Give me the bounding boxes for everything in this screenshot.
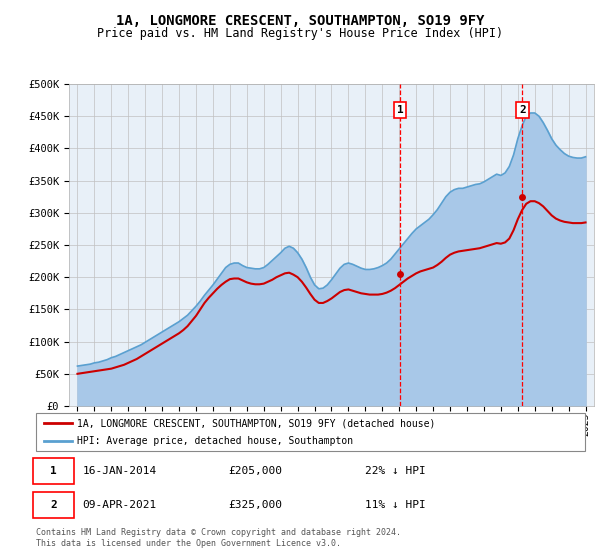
Text: 1A, LONGMORE CRESCENT, SOUTHAMPTON, SO19 9FY (detached house): 1A, LONGMORE CRESCENT, SOUTHAMPTON, SO19… [77,418,436,428]
Text: 22% ↓ HPI: 22% ↓ HPI [365,466,426,476]
Text: 1: 1 [50,466,57,476]
Text: 11% ↓ HPI: 11% ↓ HPI [365,500,426,510]
FancyBboxPatch shape [36,413,585,451]
Text: 2: 2 [50,500,57,510]
Text: 1A, LONGMORE CRESCENT, SOUTHAMPTON, SO19 9FY: 1A, LONGMORE CRESCENT, SOUTHAMPTON, SO19… [116,14,484,28]
Text: 09-APR-2021: 09-APR-2021 [83,500,157,510]
Text: 2: 2 [519,105,526,115]
Text: 16-JAN-2014: 16-JAN-2014 [83,466,157,476]
Text: 1: 1 [397,105,403,115]
FancyBboxPatch shape [33,458,74,484]
Text: Price paid vs. HM Land Registry's House Price Index (HPI): Price paid vs. HM Land Registry's House … [97,27,503,40]
Text: Contains HM Land Registry data © Crown copyright and database right 2024.
This d: Contains HM Land Registry data © Crown c… [36,528,401,548]
FancyBboxPatch shape [33,492,74,518]
Text: £205,000: £205,000 [228,466,282,476]
Text: HPI: Average price, detached house, Southampton: HPI: Average price, detached house, Sout… [77,436,353,446]
Text: £325,000: £325,000 [228,500,282,510]
